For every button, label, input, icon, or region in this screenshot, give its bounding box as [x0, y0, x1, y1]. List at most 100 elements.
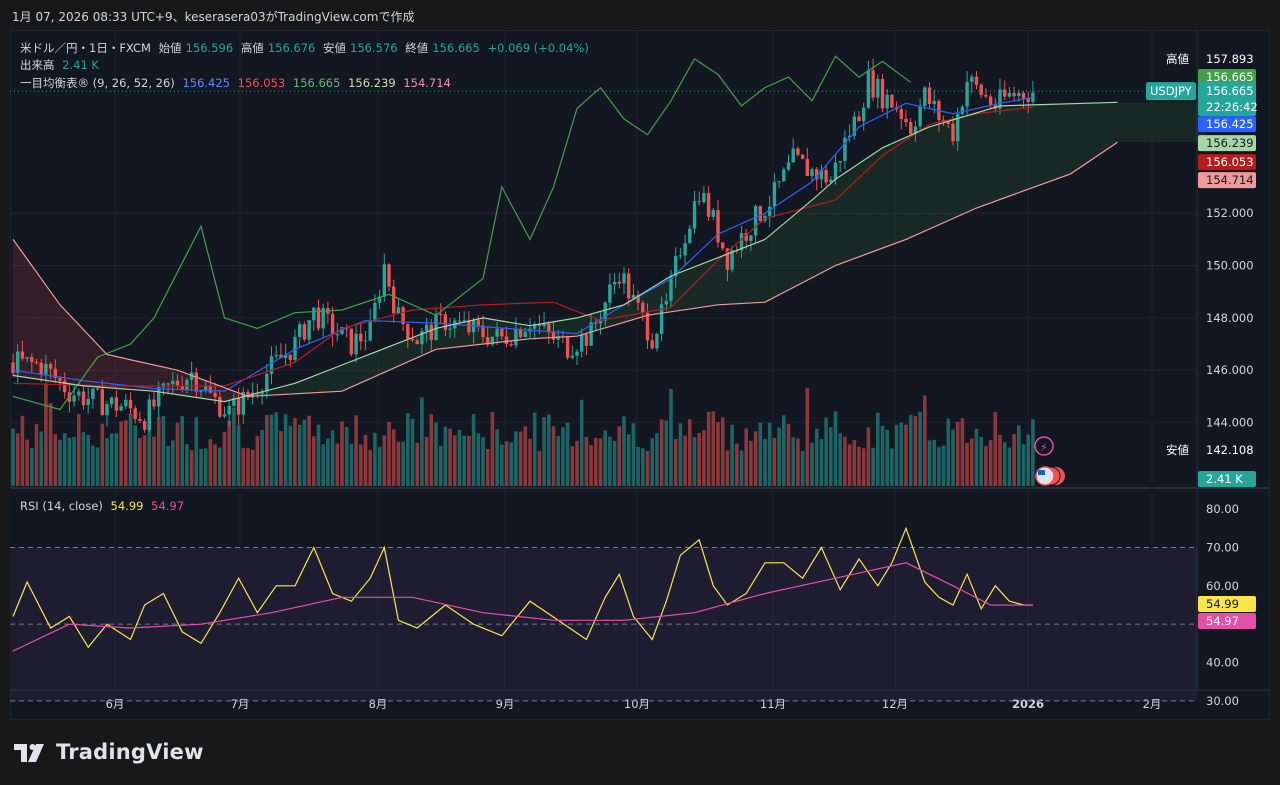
- kumo-cloud-segment: [50, 291, 56, 382]
- kumo-cloud-segment: [27, 259, 32, 379]
- candle-body: [298, 324, 302, 337]
- kumo-cloud-segment: [1009, 105, 1015, 197]
- candle-body: [147, 399, 151, 430]
- candle-body: [988, 96, 993, 105]
- volume-bar: [293, 417, 297, 486]
- kumo-cloud-segment: [1065, 103, 1071, 176]
- candle-body: [269, 356, 274, 374]
- candle-body: [486, 337, 490, 345]
- candle-body: [114, 397, 119, 411]
- volume-bar: [260, 429, 264, 486]
- candle-body: [594, 322, 598, 324]
- candle-body: [208, 386, 213, 393]
- volume-bar: [937, 447, 941, 486]
- candle-body: [335, 334, 339, 336]
- volume-bar: [730, 424, 734, 486]
- kumo-cloud-segment: [121, 357, 126, 390]
- kumo-cloud-segment: [139, 361, 145, 391]
- kumo-cloud-segment: [624, 301, 629, 323]
- kumo-cloud-segment: [74, 319, 79, 386]
- volume-bar: [786, 424, 791, 486]
- candle-body: [30, 357, 34, 363]
- kumo-cloud-segment: [407, 337, 413, 362]
- candle-body: [641, 302, 645, 313]
- kumo-cloud-segment: [36, 272, 42, 380]
- kumo-cloud-segment: [323, 370, 328, 393]
- candle-body: [758, 206, 762, 221]
- kumo-cloud-segment: [135, 360, 140, 391]
- volume-bar: [321, 444, 325, 486]
- volume-bar: [697, 433, 701, 486]
- volume-bar: [993, 411, 998, 486]
- kumo-cloud-segment: [981, 110, 986, 207]
- kumo-cloud-segment: [1169, 102, 1174, 143]
- kumo-cloud-segment: [906, 135, 911, 240]
- volume-bar: [598, 438, 603, 486]
- candle-body: [363, 340, 368, 342]
- candle-body: [824, 169, 828, 183]
- volume-bar: [829, 427, 833, 486]
- volume-bar: [222, 431, 227, 486]
- candle-body: [739, 233, 744, 251]
- kumo-cloud-segment: [459, 322, 465, 347]
- kumo-cloud-segment: [1000, 105, 1005, 200]
- candle-body: [833, 162, 838, 180]
- volume-axis-tag-bg: [1198, 471, 1256, 487]
- kumo-cloud-segment: [1056, 104, 1062, 180]
- volume-bar: [965, 442, 969, 486]
- volume-bar: [979, 436, 983, 486]
- kumo-cloud-segment: [812, 195, 817, 278]
- volume-bar: [53, 434, 58, 486]
- ichimoku-chikou-line: [12, 55, 912, 411]
- ichimoku-legend: 一目均衡表® (9, 26, 52, 26) 156.425 156.053 1…: [20, 75, 455, 91]
- volume-bar: [175, 422, 180, 486]
- kijun-value: 156.053: [237, 76, 286, 90]
- kumo-cloud-segment: [342, 363, 347, 392]
- kumo-cloud-segment: [1112, 102, 1118, 146]
- volume-bar: [227, 420, 231, 486]
- kumo-cloud-segment: [97, 344, 103, 388]
- kumo-cloud-segment: [849, 166, 855, 261]
- candle-body: [697, 201, 701, 203]
- candle-body: [232, 398, 236, 406]
- volume-label: 出来高: [20, 58, 55, 72]
- kumo-cloud-segment: [736, 248, 742, 304]
- rsi-ma-line: [12, 562, 1033, 652]
- price-legend: 米ドル／円・1日・FXCM 始値 156.596 高値 156.676 安値 156.…: [20, 40, 593, 56]
- candle-body: [946, 121, 950, 124]
- volume-bar: [109, 433, 114, 486]
- volume-bar: [119, 421, 123, 486]
- candle-body: [688, 228, 692, 244]
- volume-bar: [124, 420, 128, 486]
- candle-body: [236, 398, 241, 415]
- volume-bar: [312, 436, 316, 486]
- candle-body: [847, 135, 852, 138]
- kumo-cloud-segment: [351, 359, 357, 387]
- kumo-cloud-segment: [393, 343, 399, 369]
- high-marker-label-bg: [1162, 50, 1196, 67]
- candle-body: [674, 255, 678, 277]
- volume-bar: [772, 437, 777, 486]
- candle-body: [537, 324, 542, 327]
- candle-body: [655, 333, 659, 349]
- candle-body: [321, 307, 325, 329]
- candle-body: [772, 182, 777, 207]
- volume-bar: [641, 448, 645, 486]
- volume-bar: [58, 439, 62, 486]
- kumo-cloud-segment: [863, 157, 869, 256]
- volume-bar: [485, 448, 490, 486]
- rsi-legend: RSI (14, close) 54.99 54.97: [20, 499, 188, 513]
- kumo-cloud-segment: [797, 207, 803, 286]
- volume-bar: [128, 413, 133, 486]
- candle-body: [124, 399, 128, 407]
- volume-axis-tag: 2.41 K: [1206, 472, 1243, 486]
- candle-body: [810, 169, 814, 176]
- kumo-cloud-segment: [915, 131, 921, 236]
- kumo-cloud-segment: [920, 128, 925, 234]
- kumo-cloud-segment: [1159, 102, 1165, 143]
- tenkan-axis-tag: 156.425: [1206, 117, 1254, 131]
- volume-bar: [161, 416, 166, 486]
- candle-body: [777, 181, 781, 183]
- candle-body: [44, 363, 48, 375]
